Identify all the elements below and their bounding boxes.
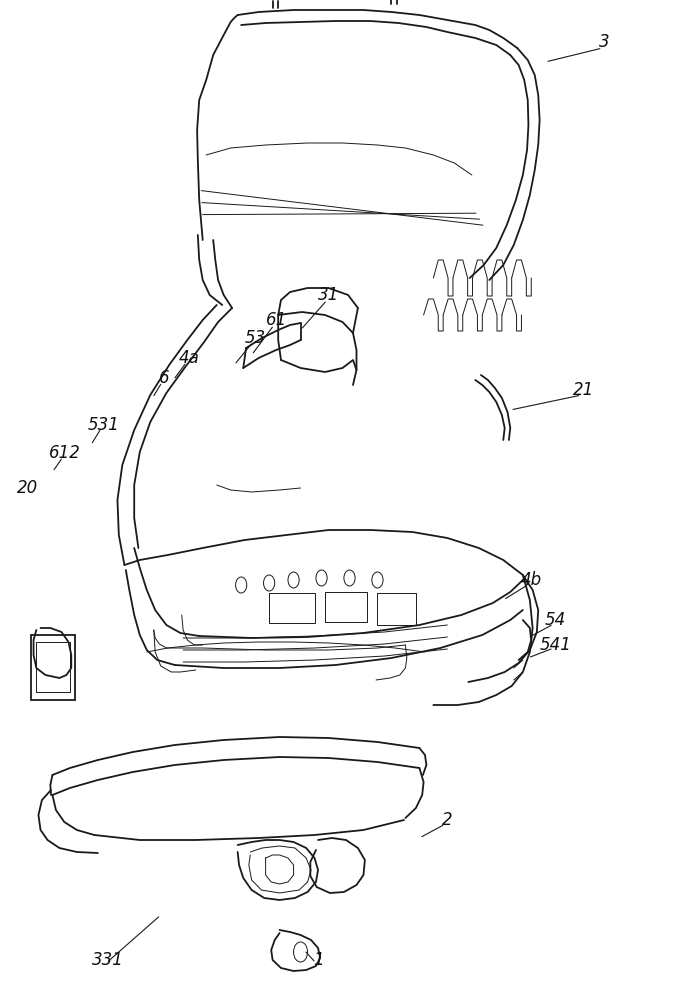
Text: 4b: 4b	[521, 571, 542, 589]
Text: 61: 61	[266, 311, 287, 329]
Text: 53: 53	[245, 329, 266, 347]
Text: 4a: 4a	[178, 349, 199, 367]
Text: 1: 1	[312, 951, 324, 969]
Text: 20: 20	[17, 479, 38, 497]
Bar	[31, 635, 75, 700]
Bar	[325, 592, 367, 622]
Text: 3: 3	[599, 33, 610, 51]
Text: 541: 541	[540, 636, 572, 654]
Text: 531: 531	[87, 416, 120, 434]
Text: 31: 31	[318, 286, 339, 304]
Bar	[36, 642, 70, 692]
Text: 21: 21	[573, 381, 594, 399]
Text: 331: 331	[92, 951, 124, 969]
Text: 612: 612	[49, 444, 81, 462]
Text: 6: 6	[159, 369, 170, 387]
Text: 54: 54	[545, 611, 566, 629]
Bar	[269, 593, 315, 623]
Text: 2: 2	[442, 811, 453, 829]
Bar	[377, 593, 416, 625]
